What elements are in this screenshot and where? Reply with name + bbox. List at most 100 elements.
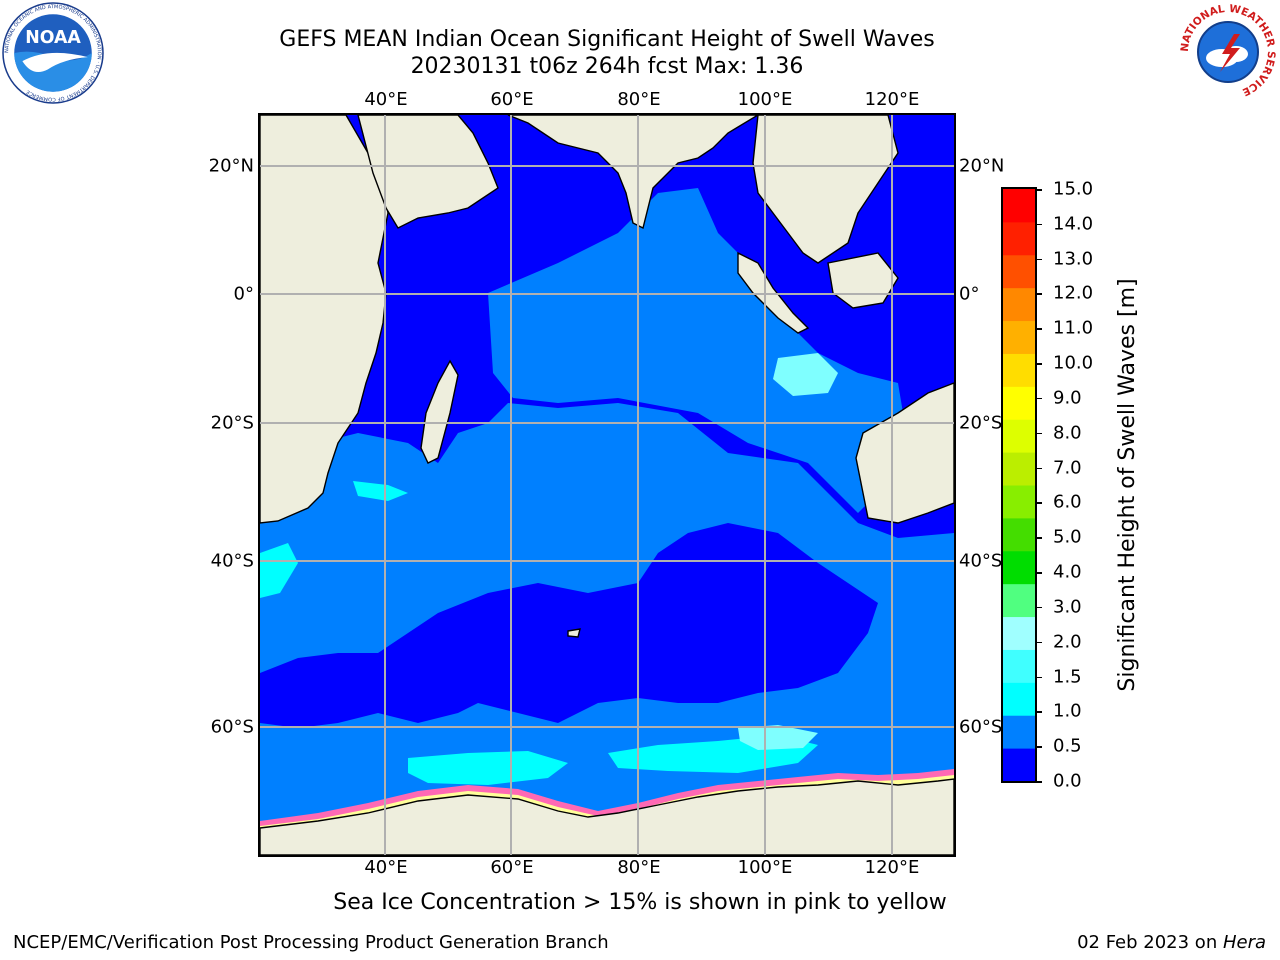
colorbar-tick-label: 6.0: [1053, 491, 1082, 513]
land-kerguelen: [567, 628, 581, 638]
lon-tick-bottom: 120°E: [864, 857, 920, 878]
colorbar-tick-label: 3.0: [1053, 596, 1082, 618]
colorbar-tick-mark: [1036, 537, 1042, 539]
lat-tick-left: 20°S: [210, 412, 254, 434]
colorbar-frame: [1001, 187, 1037, 783]
swell-height-map: [258, 113, 956, 857]
lon-tick-bottom: 60°E: [490, 857, 534, 878]
map-frame: [258, 113, 956, 857]
colorbar-tick-mark: [1036, 606, 1042, 609]
colorbar-tick-mark: [1036, 572, 1042, 574]
footer-date-text: 02 Feb 2023 on: [1077, 932, 1223, 953]
colorbar: [1001, 187, 1037, 783]
colorbar-tick-mark: [1036, 641, 1042, 644]
lat-tick-left: 20°N: [208, 155, 254, 177]
colorbar-tick-mark: [1036, 502, 1042, 504]
colorbar-swatch: [1003, 189, 1035, 223]
colorbar-tick-mark: [1036, 363, 1042, 365]
colorbar-swatch: [1003, 715, 1035, 749]
colorbar-tick-mark: [1036, 467, 1042, 470]
colorbar-swatch: [1003, 254, 1035, 289]
colorbar-title: Significant Height of Swell Waves [m]: [1115, 278, 1140, 692]
map-gridlines: [260, 115, 954, 855]
colorbar-swatch: [1003, 287, 1035, 322]
swell-patch-light: [773, 353, 838, 396]
land-india: [507, 114, 761, 230]
colorbar-tick-mark: [1036, 223, 1042, 226]
lon-tick-top: 60°E: [490, 89, 534, 110]
colorbar-tick-mark: [1036, 293, 1042, 295]
lon-tick-top: 120°E: [864, 89, 920, 110]
lat-tick-left: 40°S: [210, 550, 254, 572]
swell-patch-cyan: [408, 751, 568, 785]
swell-patch-cyan: [260, 543, 298, 598]
lat-tick-left: 60°S: [210, 716, 254, 738]
colorbar-tick-label: 0.0: [1053, 770, 1082, 792]
colorbar-tick-label: 10.0: [1053, 352, 1094, 374]
land-madagascar: [420, 359, 459, 464]
lat-tick-right: 40°S: [959, 550, 1003, 572]
colorbar-swatch: [1003, 485, 1035, 519]
lat-tick-right: 20°S: [959, 412, 1003, 434]
footer-branch: NCEP/EMC/Verification Post Processing Pr…: [13, 932, 609, 953]
colorbar-tick-label: 14.0: [1053, 213, 1094, 235]
lon-tick-top: 80°E: [617, 89, 661, 110]
colorbar-tick-label: 1.0: [1053, 700, 1082, 722]
land-australia: [855, 381, 955, 524]
colorbar-swatch: [1003, 748, 1035, 782]
chart-subtitle: 20230131 t06z 264h fcst Max: 1.36: [410, 54, 804, 79]
footer-date: 02 Feb 2023 on Hera: [1077, 932, 1266, 953]
colorbar-swatch: [1003, 682, 1035, 716]
colorbar-tick-mark: [1036, 258, 1042, 261]
colorbar-swatch: [1003, 419, 1035, 453]
colorbar-swatch: [1003, 649, 1035, 683]
colorbar-tick-label: 1.5: [1053, 666, 1082, 688]
colorbar-swatch: [1003, 583, 1035, 618]
colorbar-tick-label: 2.0: [1053, 631, 1082, 653]
colorbar-tick-label: 15.0: [1053, 178, 1094, 200]
swell-patch-cyan: [353, 481, 408, 501]
colorbar-tick-mark: [1036, 189, 1042, 191]
colorbar-tick-mark: [1036, 711, 1042, 713]
colorbar-tick-label: 13.0: [1053, 248, 1094, 270]
colorbar-swatch: [1003, 386, 1035, 420]
colorbar-tick-label: 0.5: [1053, 735, 1082, 757]
land-masses: [259, 114, 955, 856]
colorbar-tick-label: 9.0: [1053, 387, 1082, 409]
land-antarctica: [259, 778, 955, 856]
colorbar-swatch: [1003, 353, 1035, 387]
ocean-low-swell-south: [260, 523, 878, 728]
footer-host: Hera: [1222, 932, 1266, 953]
chart-title: GEFS MEAN Indian Ocean Significant Heigh…: [279, 27, 935, 52]
lon-tick-top: 100°E: [737, 89, 793, 110]
colorbar-tick-mark: [1036, 676, 1042, 679]
swell-patch-light: [738, 725, 818, 750]
lat-tick-left: 0°: [233, 283, 254, 305]
colorbar-tick-label: 5.0: [1053, 526, 1082, 548]
lat-tick-right: 20°N: [959, 155, 1005, 177]
colorbar-tick-mark: [1036, 432, 1042, 435]
colorbar-tick-label: 11.0: [1053, 317, 1094, 339]
colorbar-tick-label: 4.0: [1053, 561, 1082, 583]
colorbar-tick-mark: [1036, 328, 1042, 330]
nws-logo-icon: NATIONAL WEATHER SERVICE: [1179, 4, 1277, 98]
land-se-asia: [752, 114, 899, 264]
colorbar-tick-mark: [1036, 397, 1042, 400]
noaa-logo-text: NOAA: [25, 28, 81, 48]
lon-tick-bottom: 100°E: [737, 857, 793, 878]
colorbar-swatch: [1003, 221, 1035, 256]
colorbar-tick-mark: [1036, 746, 1042, 748]
land-arabia: [357, 114, 499, 229]
noaa-logo-icon: NOAA NATIONAL OCEANIC AND ATMOSPHERIC AD…: [2, 2, 104, 104]
lon-tick-top: 40°E: [364, 89, 408, 110]
ocean-mid-swell-central: [488, 188, 908, 513]
colorbar-swatch: [1003, 452, 1035, 486]
lon-tick-bottom: 80°E: [617, 857, 661, 878]
lat-tick-right: 60°S: [959, 716, 1003, 738]
sea-ice-note: Sea Ice Concentration > 15% is shown in …: [333, 890, 947, 915]
colorbar-tick-label: 8.0: [1053, 422, 1082, 444]
colorbar-tick-mark: [1036, 781, 1042, 783]
colorbar-swatch: [1003, 320, 1035, 354]
lat-tick-right: 0°: [959, 283, 980, 305]
colorbar-swatch: [1003, 550, 1035, 585]
